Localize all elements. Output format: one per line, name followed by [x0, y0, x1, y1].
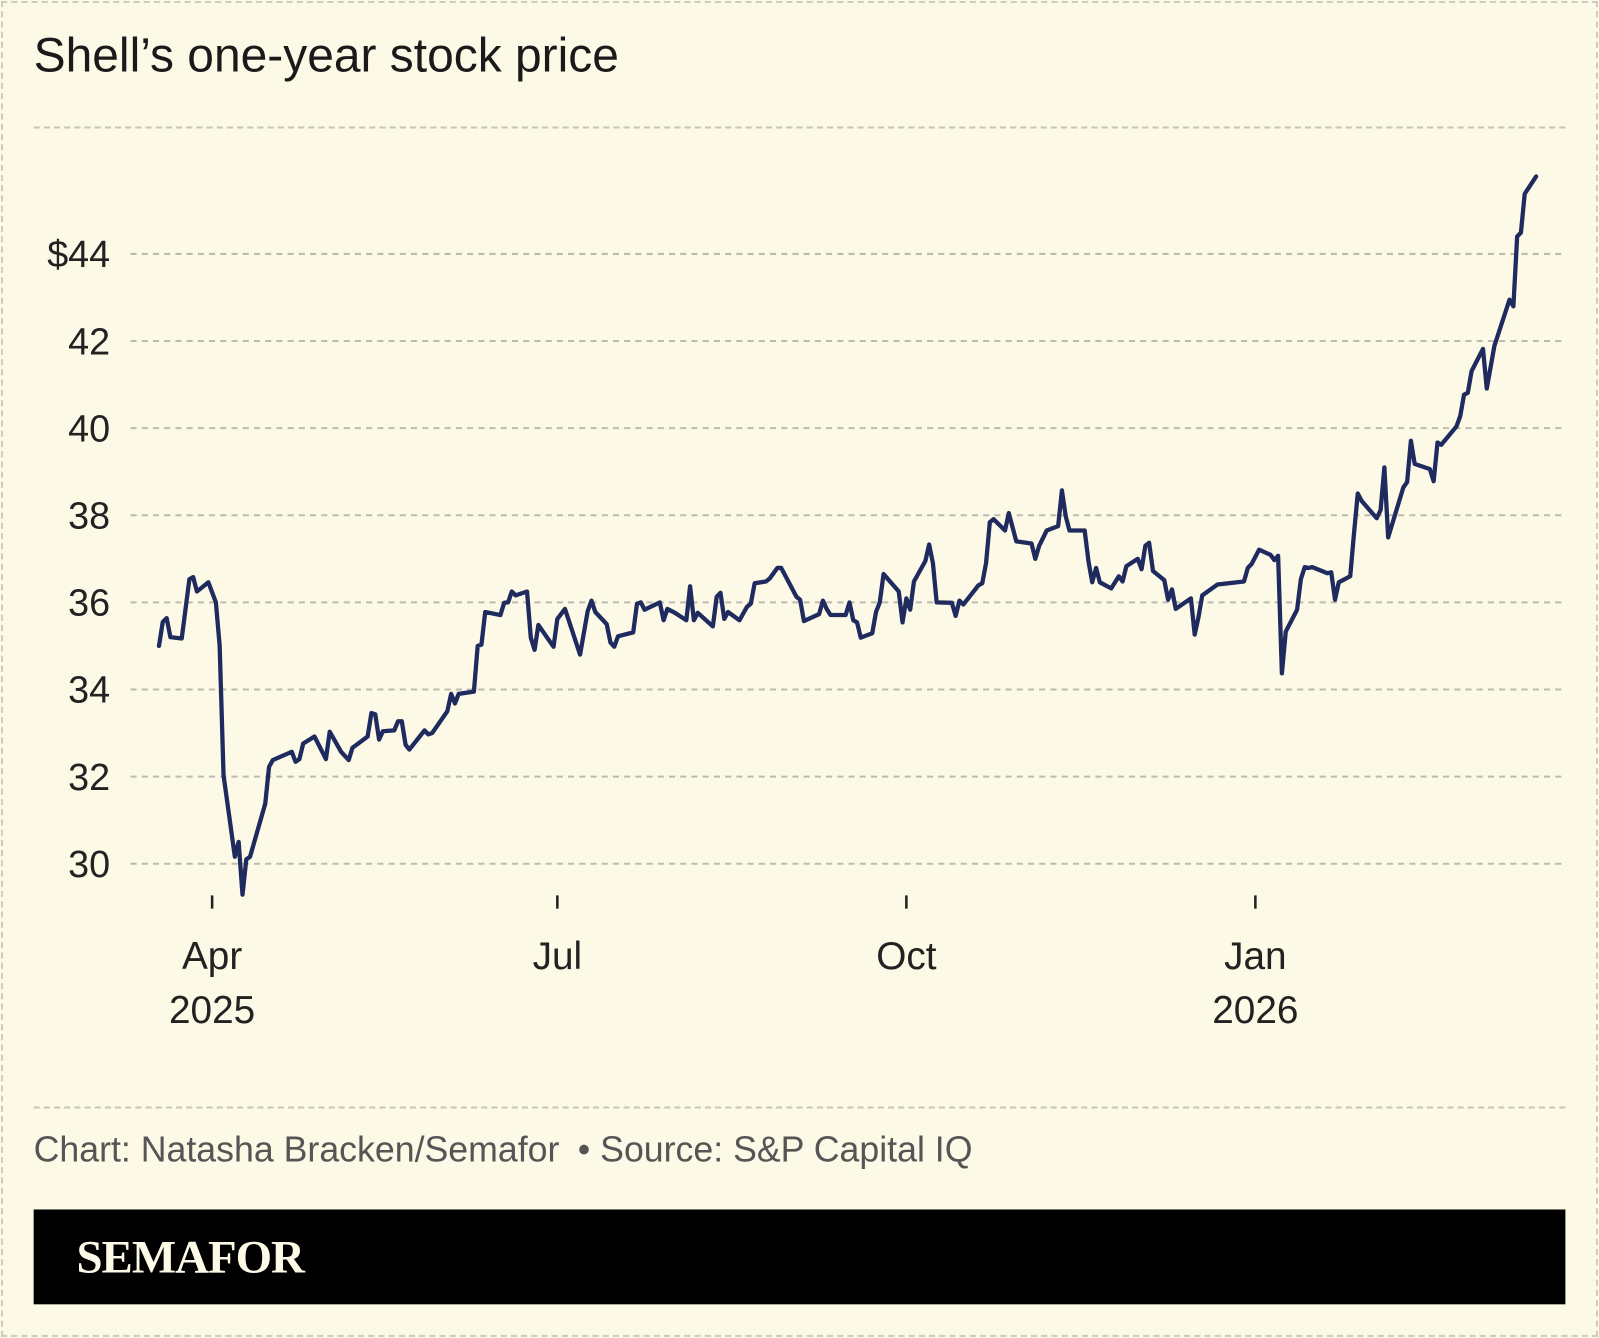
y-tick-label: 32: [68, 756, 110, 798]
source-note: • Source: S&P Capital IQ: [577, 1129, 973, 1170]
chart-title: Shell’s one-year stock price: [33, 27, 619, 82]
y-tick-label: 34: [68, 669, 110, 711]
y-tick-label: 38: [68, 495, 110, 537]
y-tick-label: 36: [68, 582, 110, 624]
bottom-divider: [33, 1106, 1566, 1109]
price-line: [156, 174, 1539, 897]
x-tick-label: Oct: [876, 935, 937, 978]
brand-bar: SEMAFOR: [33, 1209, 1566, 1305]
x-tick-year: 2026: [1212, 989, 1298, 1032]
y-tick-label: 30: [68, 843, 110, 885]
line-chart: $44 42 40 38 36 34 32 30 Apr 2025 Jul Oct Jan 2026: [47, 174, 1566, 1032]
top-divider: [33, 126, 1566, 129]
y-tick-label: 40: [68, 407, 110, 449]
x-tick-label: Jul: [533, 935, 583, 978]
x-tick-label: Jan: [1224, 935, 1286, 978]
footer-credits: Chart: Natasha Bracken/Semafor • Source: …: [34, 1130, 981, 1171]
x-tick-label: Apr: [182, 935, 242, 978]
x-tick-year: 2025: [169, 989, 255, 1032]
semafor-logo: SEMAFOR: [76, 1230, 304, 1283]
chart-credit: Chart: Natasha Bracken/Semafor: [33, 1129, 560, 1170]
y-tick-label: $44: [47, 233, 110, 275]
y-tick-label: 42: [68, 320, 110, 362]
